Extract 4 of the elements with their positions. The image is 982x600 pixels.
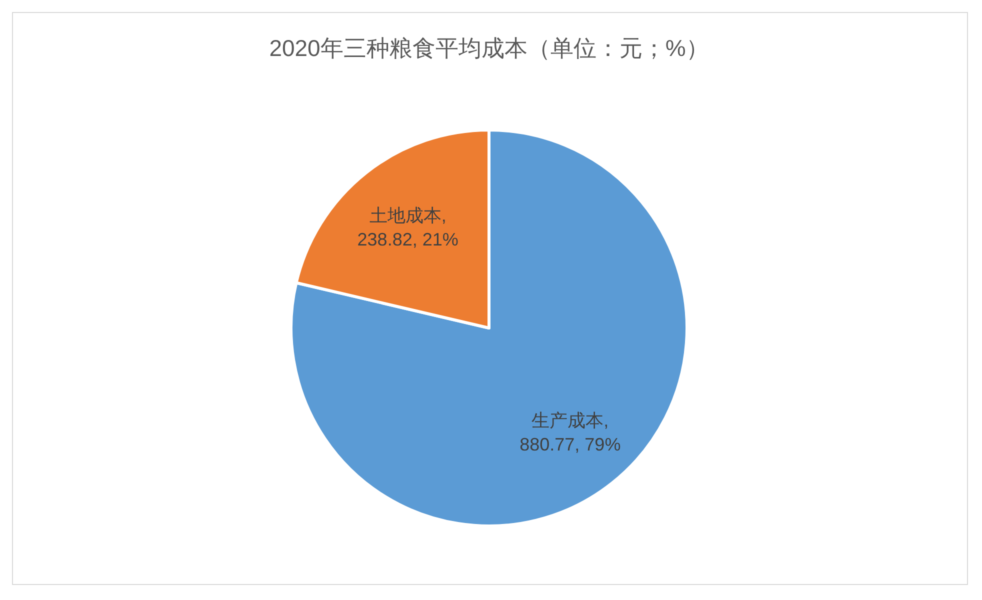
pie-slice	[290, 128, 688, 528]
slice-label: 土地成本, 238.82, 21%	[357, 206, 458, 250]
slice-label: 生产成本, 880.77, 79%	[520, 410, 621, 454]
chart-title: 2020年三种粮食平均成本（单位：元；%）	[269, 35, 709, 61]
